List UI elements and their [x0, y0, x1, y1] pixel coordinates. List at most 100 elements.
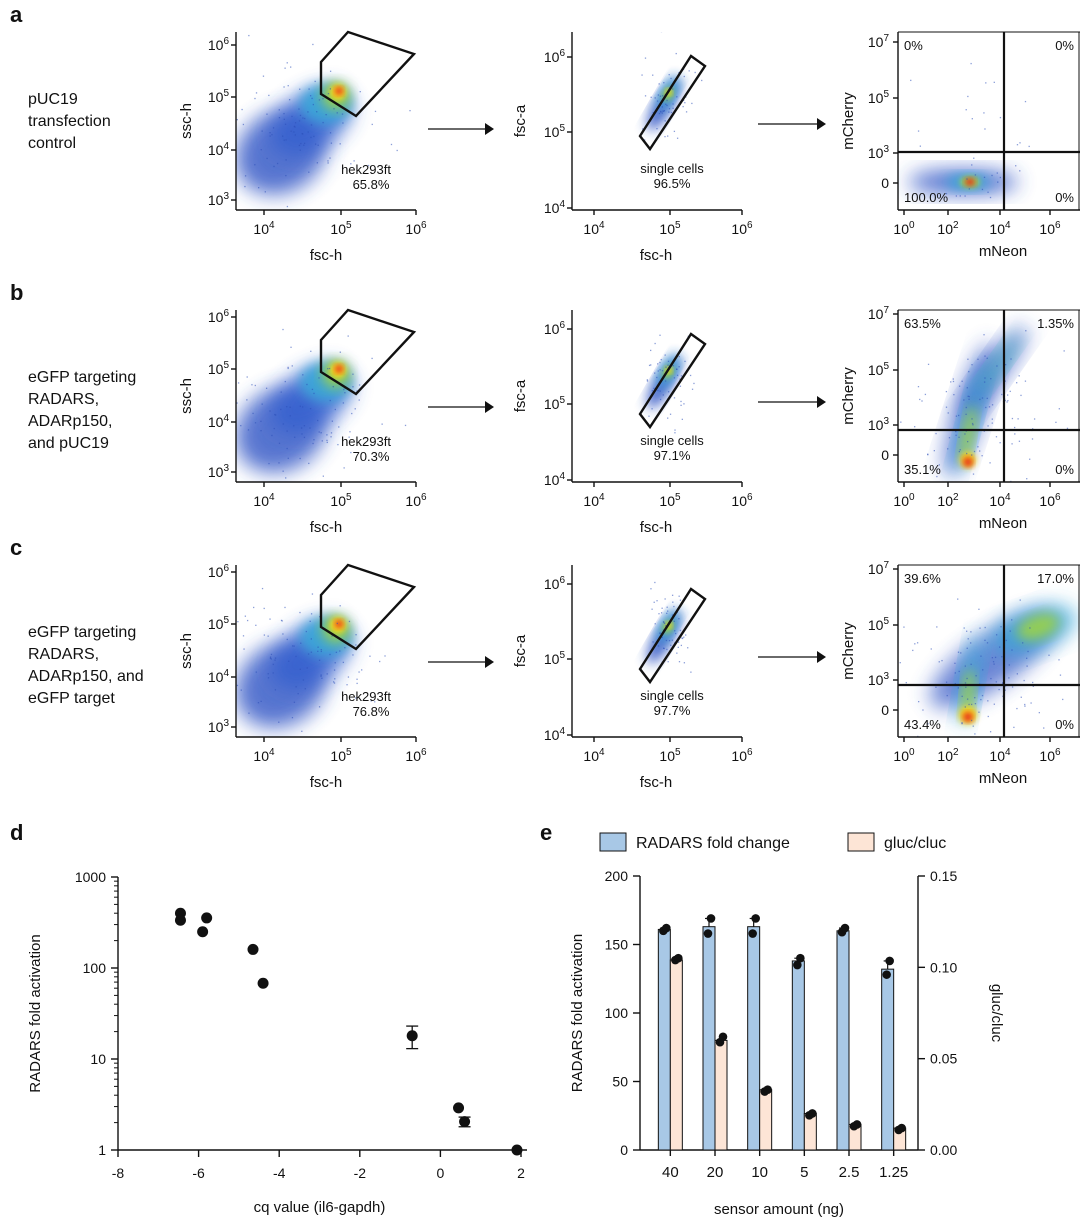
row-c-scatter3-specks-event-95 [967, 638, 969, 640]
row-c-scatter1-specks-event-97 [272, 672, 274, 674]
row-b-scatter2-specks-event-56 [679, 378, 681, 380]
e-bar-gluc-1 [714, 1039, 728, 1151]
row-a-scatter2-specks-event-59 [670, 77, 672, 80]
e-dot-radars-3 [793, 960, 802, 970]
row-b-scatter1-specks-event-36 [371, 357, 373, 360]
row-a-p2-ylabel: fsc-a [512, 104, 529, 137]
row-a-p1-xtick-label: 105 [330, 220, 352, 237]
row-c-arrow-1 [428, 656, 494, 668]
row-a-arrow-2 [758, 118, 826, 130]
row-b-scatter1-specks-event-19 [254, 384, 256, 387]
d-point-6 [406, 1030, 418, 1042]
row-a-p3-ytick-label: 103 [868, 144, 890, 161]
row-c-scatter1-specks-event-39 [339, 605, 341, 607]
row-a-scatter1-specks-event-54 [304, 117, 306, 120]
row-c-scatter1-specks-event-100 [299, 668, 301, 670]
row-b-scatter2-specks-event-12 [689, 374, 692, 377]
row-c-scatter3-specks-event-81 [903, 626, 905, 628]
row-b-p2-ytick-label: 105 [544, 395, 566, 412]
row-a-scatter3-specks-event-27 [985, 82, 987, 84]
row-b-scatter3-specks-event-80 [991, 422, 993, 424]
row-a-scatter1-specks-event-17 [225, 138, 226, 139]
row-a-scatter1-specks-event-43 [285, 174, 287, 177]
row-c-scatter3-specks-event-92 [1058, 659, 1060, 661]
row-b-scatter3-specks-event-57 [971, 422, 974, 425]
row-c-scatter1-specks-event-59 [384, 655, 386, 657]
row-a-scatter2-specks-event-44 [664, 120, 666, 122]
row-c-scatter1-specks-event-29 [310, 651, 313, 653]
row-c-scatter1-specks-event-4 [267, 635, 269, 637]
row-c-scatter1-specks-event-1 [334, 662, 336, 664]
row-a-scatter1-specks-event-11 [294, 122, 297, 124]
row-c-scatter3-specks-event-13 [980, 698, 982, 701]
row-c-scatter3-specks-event-106 [930, 775, 931, 776]
row-c-scatter1-specks-event-57 [369, 655, 371, 657]
row-a-scatter1-specks-event-108 [336, 112, 338, 114]
row-a-p1-ytick-label: 104 [208, 141, 230, 158]
row-a-scatter3-specks [910, 62, 1030, 199]
row-c-scatter1-specks-event-95 [253, 606, 255, 609]
row-c-scatter1-specks-event-38 [267, 677, 270, 679]
row-b-scatter1-specks-event-81 [284, 380, 286, 383]
row-b-scatter1-specks-event-92 [326, 441, 328, 444]
row-c-scatter1-specks-event-16 [269, 657, 272, 659]
row-b-scatter1-specks-event-108 [260, 430, 262, 432]
row-a-scatter2-specks-event-16 [656, 100, 659, 102]
row-b-scatter3-specks-event-107 [1013, 426, 1016, 429]
row-c-scatter3-specks-event-79 [918, 700, 920, 703]
row-b-gate2-name: single cells [640, 433, 704, 448]
row-b-scatter3-specks-event-94 [988, 406, 991, 408]
row-c-scatter1-specks-event-105 [243, 648, 245, 650]
row-a-scatter1-specks-event-2 [299, 149, 301, 151]
row-c-scatter1-specks-event-87 [361, 669, 363, 671]
row-c-p1-xtick-label: 106 [405, 747, 427, 764]
row-a-scatter1-specks-event-12 [255, 92, 258, 94]
row-b-scatter3-specks-event-30 [1029, 458, 1031, 460]
row-c-scatter3-specks-event-2 [991, 657, 994, 659]
row-a-scatter1-specks-event-79 [314, 80, 316, 83]
row-b-scatter3-specks [900, 330, 1069, 482]
row-b-scatter3-specks-event-50 [987, 425, 989, 427]
row-b-p1-xlabel: fsc-h [310, 519, 343, 536]
row-c-scatter3-specks-event-96 [954, 672, 956, 674]
row-c-scatter1-specks-event-104 [255, 624, 257, 626]
row-b-scatter3-specks-event-98 [952, 380, 955, 383]
row-c-scatter3-specks-event-61 [995, 681, 997, 683]
row-a-scatter2-specks-event-8 [643, 139, 646, 141]
row-a-scatter1-specks-event-105 [261, 130, 263, 132]
d-xtick-label: -8 [112, 1165, 125, 1181]
row-b-scatter1-specks-event-40 [282, 423, 284, 425]
row-c-scatter1-specks-event-79 [320, 674, 322, 676]
row-c-scatter1-specks-event-69 [317, 650, 319, 652]
row-c-scatter1-specks-event-34 [248, 712, 250, 714]
row-b-scatter3-specks-event-76 [1033, 418, 1036, 420]
row-c-scatter3-specks-event-55 [1026, 665, 1028, 667]
row-c-scatter3-specks-event-91 [993, 703, 995, 705]
d-point-8 [459, 1116, 471, 1128]
row-a-scatter2-specks-event-13 [673, 130, 676, 133]
row-c-scatter3-specks-event-10 [1009, 630, 1011, 632]
row-a-scatter2-specks-event-27 [652, 111, 654, 114]
row-b-scatter1-specks-event-80 [274, 414, 277, 416]
row-b-scatter1-specks-event-89 [331, 420, 333, 422]
row-a-p2-ytick-label: 105 [544, 123, 566, 140]
row-c-scatter2-specks-event-4 [662, 621, 665, 623]
row-c-scatter2-specks-event-42 [690, 671, 692, 673]
d-xtick-label: 0 [437, 1165, 445, 1181]
row-a-scatter1-specks-event-47 [285, 159, 287, 161]
row-c-scatter3-specks-event-116 [999, 646, 1001, 648]
row-b-scatter1-specks-event-106 [338, 426, 340, 428]
row-b-scatter3-specks-event-4 [983, 334, 985, 336]
row-b-quad-lower-left: 35.1% [904, 462, 941, 477]
row-b-scatter1-specks-event-90 [306, 383, 308, 386]
row-c-scatter3-specks-event-110 [945, 681, 948, 683]
row-b-scatter3-specks-event-41 [961, 380, 963, 382]
row-a-scatter1-specks-event-94 [269, 135, 271, 137]
row-c-scatter2-specks-event-40 [671, 639, 673, 641]
row-a-scatter2-specks-event-5 [668, 111, 670, 113]
row-a-scatter3-specks-event-30 [974, 174, 977, 176]
row-a-scatter1-specks-event-15 [288, 99, 291, 101]
row-a-scatter1-specks-event-103 [299, 88, 301, 90]
row-b-scatter1-specks-event-7 [313, 392, 315, 395]
row-a-scatter1-specks-event-1 [409, 109, 411, 112]
